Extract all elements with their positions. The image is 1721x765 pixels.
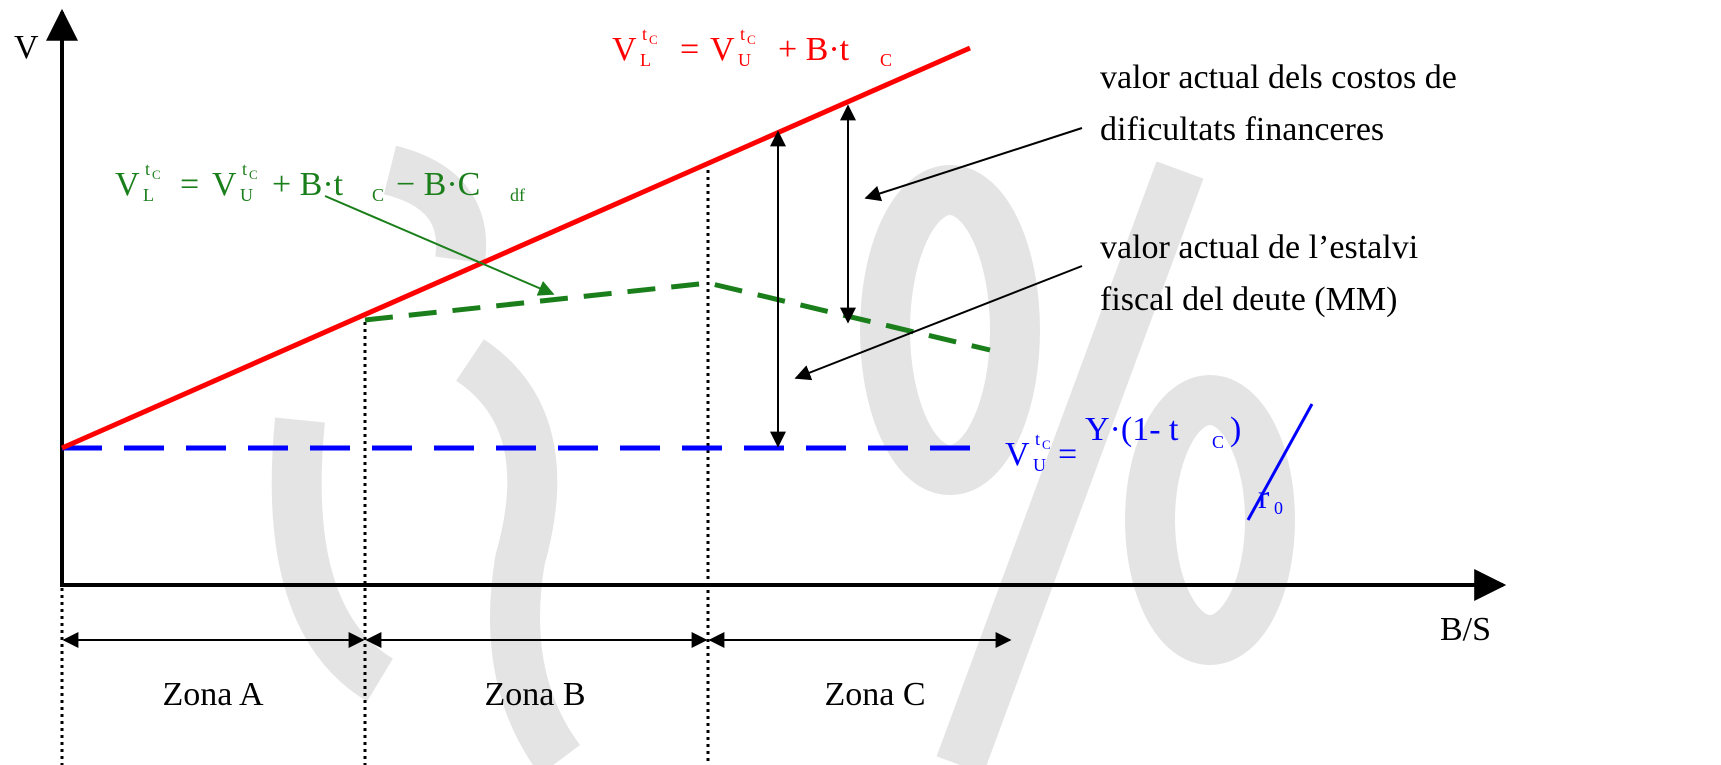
eq-token: t <box>740 24 745 44</box>
eq-token: 0 <box>1274 498 1283 518</box>
eq-token: V <box>212 166 237 203</box>
eq-token: C <box>880 50 892 70</box>
eq-token: = <box>1058 436 1077 473</box>
eq-token: C <box>152 167 161 182</box>
annotation: fiscal del deute (MM) <box>1100 281 1397 318</box>
eq-token: U <box>240 185 253 205</box>
eq-token: − B·C <box>396 166 480 203</box>
zone-label: Zona B <box>484 676 585 713</box>
annotation: dificultats financeres <box>1100 111 1384 148</box>
eq-token: = <box>180 166 199 203</box>
diagram: V B/S Zona A Zona B Zona C valor actual … <box>0 0 1721 765</box>
eq-token: t <box>642 24 647 44</box>
eq-token: r <box>1258 479 1270 516</box>
eq-token: C <box>649 32 658 47</box>
eq-token: C <box>1212 432 1224 452</box>
eq-token: V <box>1005 436 1030 473</box>
eq-token: t <box>242 159 247 179</box>
equation-distress: V t C L = V t C U + B·t C − B·C df <box>115 159 525 205</box>
x-axis-label: B/S <box>1440 611 1491 648</box>
eq-token: df <box>510 185 525 205</box>
eq-token: L <box>143 185 154 205</box>
zone-label: Zona C <box>824 676 925 713</box>
eq-token: = <box>680 31 699 68</box>
eq-token: + B·t <box>778 31 850 68</box>
annotation: valor actual dels costos de <box>1100 59 1457 96</box>
eq-token: C <box>249 167 258 182</box>
eq-token: C <box>747 32 756 47</box>
eq-token: t <box>145 159 150 179</box>
zone-dividers <box>62 170 708 765</box>
eq-token: V <box>612 31 637 68</box>
eq-token: C <box>1042 437 1051 452</box>
eq-token: Y·(1- t <box>1085 411 1179 448</box>
eq-token: V <box>115 166 140 203</box>
eq-token: U <box>738 50 751 70</box>
annotation: valor actual de l’estalvi <box>1100 229 1418 266</box>
y-axis-label: V <box>14 29 39 66</box>
eq-token: V <box>710 31 735 68</box>
eq-token: C <box>372 185 384 205</box>
eq-token: U <box>1033 455 1046 475</box>
eq-token: ) <box>1230 411 1241 448</box>
eq-token: t <box>1035 429 1040 449</box>
equation-levered: V t C L = V t C U + B·t C <box>612 24 892 70</box>
eq-token: L <box>640 50 651 70</box>
zone-label: Zona A <box>162 676 263 713</box>
eq-token: + B·t <box>272 166 344 203</box>
